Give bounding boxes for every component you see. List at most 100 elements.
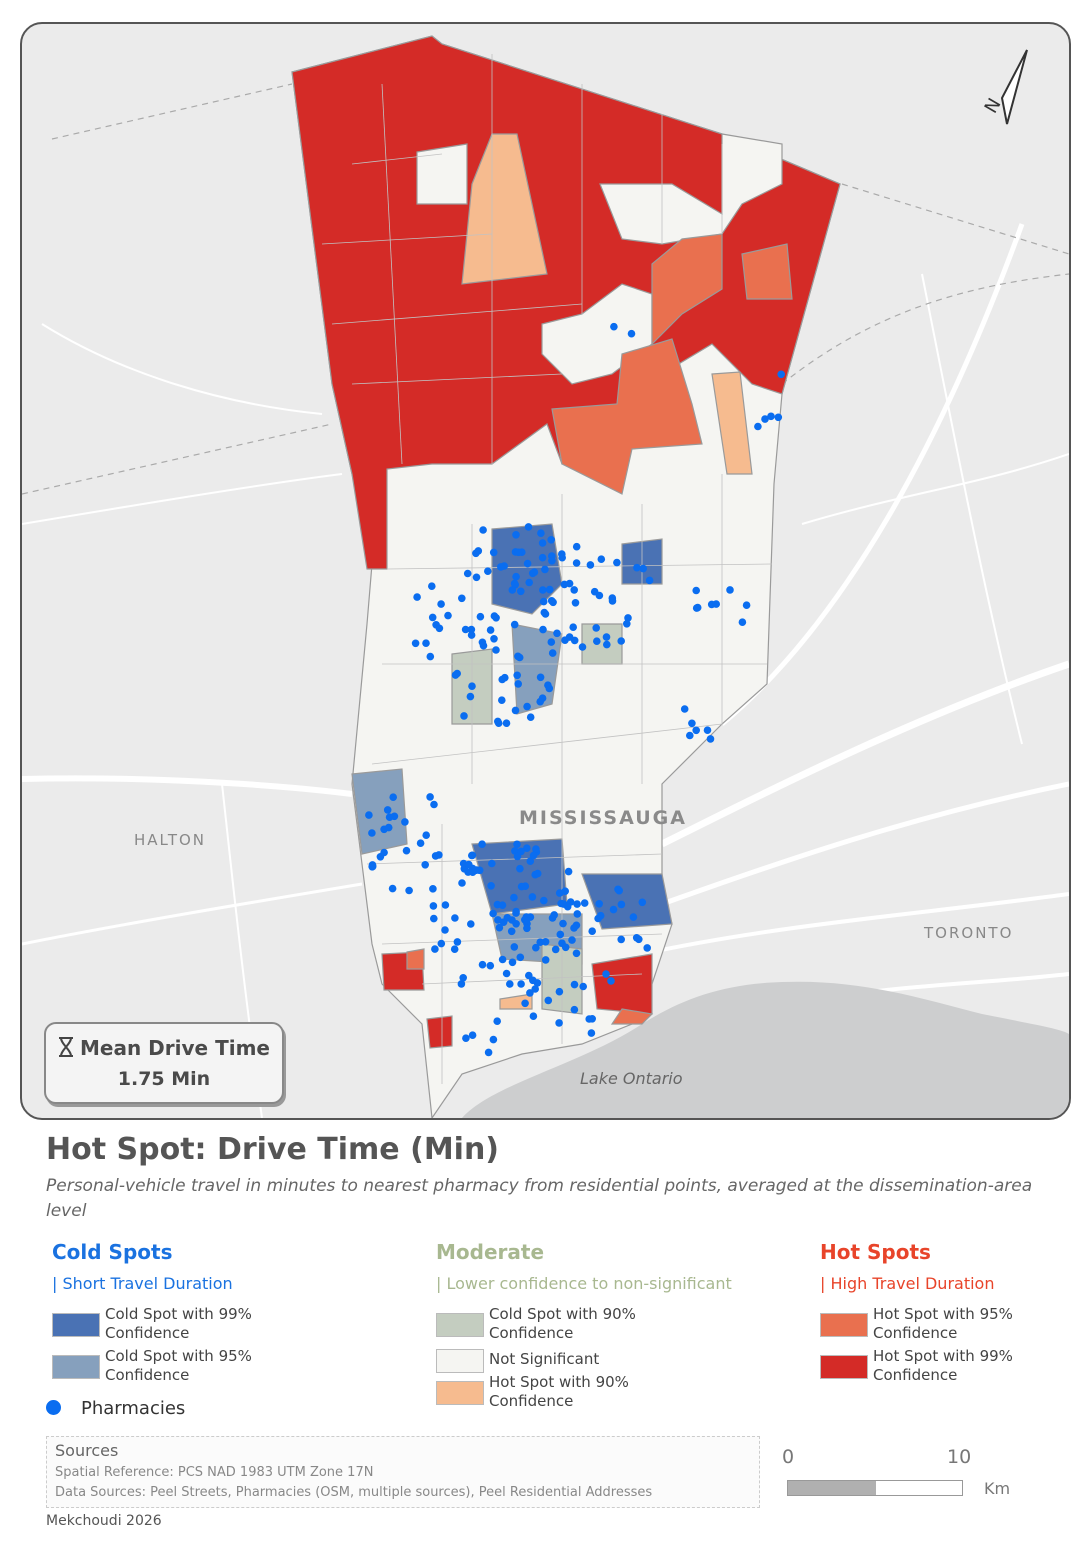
- pharmacy-point: [596, 911, 605, 920]
- pharmacy-point: [633, 563, 641, 572]
- pharmacy-point: [588, 1015, 596, 1023]
- pharmacy-point: [468, 851, 476, 860]
- legend-item-hot-99: Hot Spot with 99% Confidence: [820, 1347, 1060, 1389]
- pharmacy-point: [703, 726, 712, 734]
- pharmacy-point: [441, 901, 450, 909]
- pharmacy-point: [453, 938, 462, 946]
- pharmacy-point: [512, 572, 520, 581]
- pharmacy-point: [493, 1017, 502, 1025]
- pharmacy-point: [706, 735, 715, 743]
- pharmacy-point: [602, 970, 610, 978]
- pharmacy-point: [609, 905, 618, 914]
- pharmacy-point: [498, 675, 507, 684]
- pharmacy-point: [430, 800, 438, 809]
- pharmacy-point: [474, 547, 483, 555]
- pharmacy-point: [479, 526, 487, 534]
- pharmacy-point: [487, 882, 495, 890]
- pharmacy-point: [486, 961, 495, 970]
- pharmacy-point: [617, 935, 625, 944]
- map-subtitle: Personal-vehicle travel in minutes to ne…: [46, 1176, 1033, 1221]
- pharmacy-point: [561, 943, 570, 952]
- pharmacy-point: [610, 322, 618, 331]
- pharmacy-point: [688, 719, 696, 728]
- pharmacy-point: [539, 625, 547, 634]
- pharmacy-point: [521, 999, 529, 1008]
- pharmacy-point: [478, 840, 486, 848]
- pharmacy-point: [507, 927, 516, 936]
- pharmacy-point: [529, 976, 537, 985]
- pharmacy-point: [712, 600, 720, 608]
- map-frame[interactable]: MISSISSAUGA HALTON TORONTO Lake Ontario …: [20, 22, 1071, 1120]
- sources-data: Data Sources: Peel Streets, Pharmacies (…: [55, 1485, 653, 1500]
- pharmacy-point: [508, 586, 517, 594]
- pharmacy-point: [541, 956, 550, 964]
- pharmacy-point: [573, 910, 582, 918]
- pharmacy-point: [545, 585, 554, 594]
- pharmacy-point: [544, 681, 552, 689]
- author-credit: Mekchoudi 2026: [46, 1513, 162, 1529]
- pharmacy-point: [587, 1029, 596, 1037]
- pharmacy-point: [513, 671, 521, 680]
- pharmacy-point: [515, 653, 524, 662]
- pharmacy-point: [463, 569, 472, 578]
- pharmacy-point: [533, 869, 542, 878]
- pharmacy-point: [498, 955, 507, 964]
- pharmacy-point: [564, 867, 573, 876]
- pharmacy-point: [479, 641, 488, 650]
- pharmacy-point: [502, 719, 511, 727]
- pharmacy-point: [494, 719, 503, 727]
- pharmacy-point: [627, 329, 636, 338]
- legend-item-hot-90: Hot Spot with 90% Confidence: [436, 1373, 776, 1415]
- pharmacy-point: [513, 840, 521, 849]
- pharmacy-point: [645, 576, 654, 585]
- hotspot-map[interactable]: MISSISSAUGA HALTON TORONTO Lake Ontario …: [22, 24, 1069, 1118]
- pharmacy-point: [586, 561, 595, 569]
- pharmacy-point: [560, 580, 569, 589]
- pharmacy-point: [726, 586, 734, 594]
- pharmacy-point: [510, 943, 519, 951]
- pharmacy-point: [568, 936, 576, 944]
- pharmacy-point: [639, 564, 647, 573]
- pharmacy-point: [638, 898, 647, 907]
- pharmacy-point: [531, 985, 539, 993]
- pharmacy-point: [536, 673, 545, 682]
- pharmacy-point: [383, 806, 392, 814]
- pharmacy-point: [592, 624, 600, 632]
- pharmacy-point: [555, 1019, 563, 1027]
- pharmacy-point: [680, 705, 689, 713]
- pharmacy-point: [572, 559, 581, 567]
- pharmacy-point: [525, 578, 533, 587]
- scale-bar: [787, 1480, 963, 1496]
- pharmacy-point: [484, 1048, 493, 1057]
- scale-end-label: 10: [947, 1446, 972, 1468]
- pharmacy-point: [738, 618, 747, 626]
- pharmacy-point: [495, 923, 504, 932]
- pharmacy-point: [380, 848, 388, 857]
- pharmacy-point: [538, 553, 547, 562]
- pharmacy-point: [468, 682, 476, 690]
- pharmacy-point: [494, 916, 502, 924]
- pharmacy-point: [532, 943, 540, 952]
- pharmacy-point: [617, 900, 626, 909]
- pharmacy-point: [514, 680, 522, 688]
- pharmacy-point: [593, 637, 601, 645]
- pharmacy-point: [437, 600, 445, 608]
- pharmacy-point: [524, 523, 533, 531]
- pharmacy-point: [607, 977, 615, 985]
- legend-moderate-heading: Moderate: [436, 1240, 545, 1264]
- pharmacy-point: [742, 601, 751, 609]
- pharmacy-point: [458, 879, 466, 887]
- pharmacy-point: [416, 839, 425, 847]
- pharmacy-dot-icon: [46, 1400, 61, 1415]
- pharmacy-point: [431, 945, 439, 953]
- swatch-cold-90: [436, 1313, 484, 1337]
- pharmacy-point: [590, 587, 599, 596]
- pharmacy-point: [588, 927, 596, 935]
- pharmacy-point: [539, 586, 547, 594]
- pharmacy-point: [430, 914, 438, 923]
- legend-item-not-significant: Not Significant: [436, 1347, 776, 1373]
- pharmacy-point: [517, 980, 525, 988]
- pharmacy-point: [523, 559, 532, 568]
- pharmacy-point: [435, 624, 444, 633]
- legend-item-cold-99: Cold Spot with 99% Confidence: [52, 1305, 392, 1347]
